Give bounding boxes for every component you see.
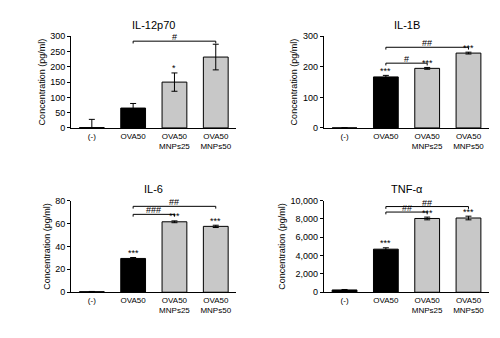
svg-text:*: *	[172, 63, 176, 73]
svg-text:##: ##	[422, 198, 432, 208]
svg-text:80: 80	[55, 196, 65, 206]
svg-text:6,000: 6,000	[296, 232, 319, 242]
svg-text:***: ***	[422, 208, 433, 218]
svg-text:100: 100	[50, 93, 65, 103]
svg-text:(-): (-)	[88, 296, 96, 305]
svg-text:20: 20	[55, 264, 65, 274]
svg-text:200: 200	[303, 62, 318, 72]
svg-text:TNF-α: TNF-α	[391, 183, 423, 195]
svg-text:OVA50MNPs50: OVA50MNPs50	[453, 296, 484, 315]
svg-text:(-): (-)	[88, 132, 96, 141]
svg-text:OVA50MNPs25: OVA50MNPs25	[159, 132, 190, 151]
svg-text:***: ***	[169, 211, 180, 221]
svg-text:IL-1B: IL-1B	[394, 19, 420, 31]
svg-text:Concentration (pg/ml): Concentration (pg/ml)	[289, 39, 299, 126]
svg-text:##: ##	[402, 203, 412, 213]
svg-text:OVA50: OVA50	[121, 132, 147, 141]
svg-text:OVA50MNPs50: OVA50MNPs50	[453, 132, 484, 151]
svg-text:250: 250	[50, 47, 65, 57]
svg-text:OVA50: OVA50	[373, 296, 399, 305]
svg-text:(-): (-)	[341, 132, 349, 141]
svg-text:Concentration (pg/ml): Concentration (pg/ml)	[37, 39, 47, 126]
svg-text:#: #	[172, 32, 177, 42]
svg-text:OVA50MNPs50: OVA50MNPs50	[200, 296, 231, 315]
svg-text:Concentration (pg/ml): Concentration (pg/ml)	[42, 203, 52, 290]
svg-text:***: ***	[463, 43, 474, 53]
svg-text:50: 50	[55, 108, 65, 118]
svg-text:OVA50: OVA50	[373, 132, 399, 141]
svg-text:300: 300	[303, 31, 318, 41]
svg-text:Concentration (pg/ml): Concentration (pg/ml)	[277, 203, 287, 290]
svg-text:2,000: 2,000	[296, 269, 319, 279]
svg-text:***: ***	[380, 238, 391, 248]
svg-text:IL-6: IL-6	[144, 183, 163, 195]
svg-text:#: #	[404, 54, 409, 64]
svg-text:60: 60	[55, 219, 65, 229]
svg-text:IL-12p70: IL-12p70	[132, 19, 175, 31]
svg-text:***: ***	[128, 248, 139, 258]
svg-text:10,000: 10,000	[291, 196, 319, 206]
svg-text:###: ###	[146, 205, 161, 215]
svg-text:***: ***	[380, 66, 391, 76]
svg-text:8,000: 8,000	[296, 214, 319, 224]
svg-text:150: 150	[50, 77, 65, 87]
svg-text:0: 0	[313, 287, 318, 297]
svg-text:0: 0	[60, 287, 65, 297]
svg-text:(-): (-)	[341, 296, 349, 305]
svg-text:***: ***	[422, 58, 433, 68]
svg-text:OVA50MNPs25: OVA50MNPs25	[412, 296, 443, 315]
svg-text:40: 40	[55, 242, 65, 252]
svg-text:##: ##	[422, 38, 432, 48]
svg-text:OVA50MNPs25: OVA50MNPs25	[412, 132, 443, 151]
svg-text:4,000: 4,000	[296, 251, 319, 261]
svg-text:OVA50: OVA50	[121, 296, 147, 305]
svg-text:0: 0	[60, 123, 65, 133]
svg-text:0: 0	[313, 123, 318, 133]
svg-text:***: ***	[210, 216, 221, 226]
svg-text:OVA50MNPs50: OVA50MNPs50	[200, 132, 231, 151]
svg-text:200: 200	[50, 62, 65, 72]
svg-text:100: 100	[303, 93, 318, 103]
svg-text:OVA50MNPs25: OVA50MNPs25	[159, 296, 190, 315]
svg-text:300: 300	[50, 31, 65, 41]
svg-text:##: ##	[169, 197, 179, 207]
svg-text:***: ***	[463, 207, 474, 217]
